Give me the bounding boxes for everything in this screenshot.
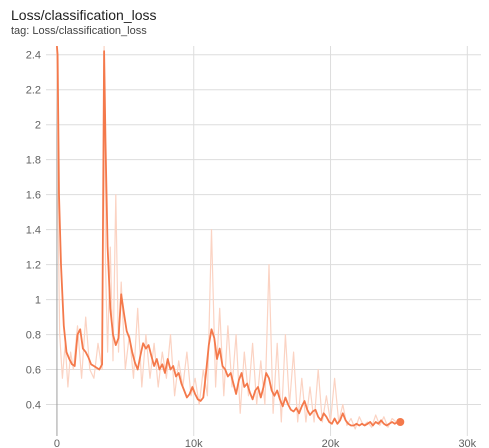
y-tick-label: 0.6 [26, 365, 41, 377]
chart-tag: tag: Loss/classification_loss [11, 25, 147, 37]
smoothed-loss-line [56, 46, 401, 427]
last-point-marker [396, 418, 405, 427]
smoothed-series [56, 46, 405, 427]
y-tick-label: 1.6 [26, 190, 41, 202]
y-tick-label: 1.8 [26, 155, 41, 167]
raw-loss-line [56, 46, 401, 430]
x-tick-label: 20k [322, 438, 340, 448]
tick-labels: 0.4 0.6 0.8 1 1.2 1.4 1.6 1.8 2 2.2 2.4 0 10k 20k 30k [26, 50, 477, 448]
x-tick-label: 30k [458, 438, 476, 448]
y-tick-label: 0.4 [26, 400, 41, 412]
y-tick-label: 2.2 [26, 85, 41, 97]
y-tick-label: 1.4 [26, 225, 41, 237]
raw-series [56, 46, 401, 430]
x-tick-label: 0 [54, 438, 60, 448]
y-tick-label: 1 [35, 295, 41, 307]
chart-title: Loss/classification_loss [11, 7, 157, 23]
y-tick-label: 1.2 [26, 260, 41, 272]
grid-lines [46, 46, 481, 436]
y-tick-label: 2 [35, 120, 41, 132]
y-tick-label: 2.4 [26, 50, 41, 62]
x-tick-label: 10k [185, 438, 203, 448]
y-tick-label: 0.8 [26, 330, 41, 342]
